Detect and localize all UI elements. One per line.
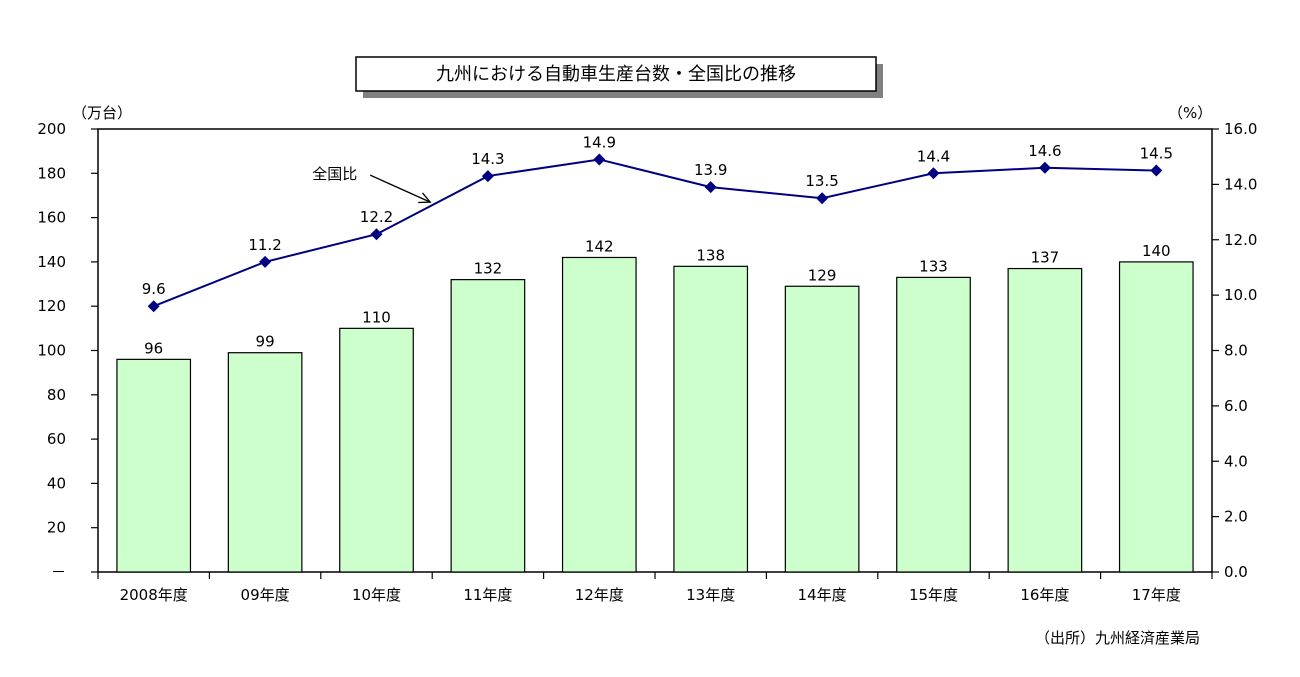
plot-area: － 20 40 60 80 100 120 140 160 180 200 0.0 2.0 4.0 6.0 8… [37, 120, 1257, 604]
x-axis-tick-label: 10年度 [352, 586, 401, 604]
ratio-point [704, 181, 717, 194]
x-axis-tick-label: 17年度 [1132, 586, 1181, 604]
ratio-value-label: 14.3 [471, 150, 504, 168]
bar [116, 358, 192, 573]
left-axis-tick-label: 160 [37, 209, 66, 227]
x-axis-tick-label: 14年度 [798, 586, 847, 604]
x-axis-tick-label: 12年度 [575, 586, 624, 604]
source-note: （出所）九州経済産業局 [1035, 629, 1200, 647]
ratio-value-label: 14.9 [583, 133, 616, 151]
ratio-value-label: 14.5 [1140, 145, 1173, 163]
left-axis-unit: （万台） [72, 104, 132, 122]
bar-value-label: 99 [256, 333, 275, 351]
ratio-point [927, 167, 940, 180]
right-axis-tick-label: 14.0 [1224, 175, 1257, 193]
left-axis-tick-label: 140 [37, 253, 66, 271]
right-axis-tick-label: 2.0 [1224, 508, 1248, 526]
left-axis-tick-label: 100 [37, 342, 66, 360]
chart-title-box: 九州における自動車生産台数・全国比の推移 [355, 56, 883, 98]
ratio-value-label: 14.4 [917, 147, 950, 165]
left-axis-tick-label: 40 [47, 474, 66, 492]
left-axis-tick-label: 120 [37, 297, 66, 315]
bar [339, 327, 414, 573]
right-axis-tick-label: 10.0 [1224, 286, 1257, 304]
ratio-point [259, 255, 272, 268]
x-axis-tick-label: 2008年度 [120, 586, 188, 604]
x-axis-tick-label: 15年度 [909, 586, 958, 604]
ratio-value-label: 12.2 [360, 208, 393, 226]
x-axis-tick-label: 13年度 [686, 586, 735, 604]
ratio-value-label: 11.2 [248, 236, 281, 254]
ratio-line [153, 158, 1157, 308]
bar-value-label: 132 [474, 260, 503, 278]
bar [784, 285, 860, 573]
bar-value-label: 140 [1142, 242, 1171, 260]
x-axis-tick-label: 16年度 [1020, 586, 1069, 604]
bar-value-label: 133 [919, 257, 948, 275]
right-axis-tick-label: 16.0 [1224, 120, 1257, 138]
ratio-point [147, 300, 160, 313]
bar [450, 279, 526, 573]
ratio-value-label: 13.9 [694, 161, 727, 179]
left-axis-tick-label: － [51, 563, 66, 581]
ratio-point [370, 228, 383, 241]
right-axis-tick-label: 0.0 [1224, 563, 1248, 581]
left-axis-tick-label: 60 [47, 430, 66, 448]
bar [561, 256, 637, 573]
x-axis-tick-label: 09年度 [241, 586, 290, 604]
bar-value-label: 137 [1031, 249, 1060, 267]
ratio-point [816, 192, 829, 205]
left-axis-tick-label: 200 [37, 120, 66, 138]
right-axis-tick-label: 6.0 [1224, 397, 1248, 415]
left-axis-tick-label: 180 [37, 164, 66, 182]
title-frame [355, 56, 877, 92]
bar [896, 276, 971, 573]
bar-value-label: 138 [696, 246, 725, 264]
left-axis-tick-label: 20 [47, 519, 66, 537]
ratio-value-label: 9.6 [142, 280, 166, 298]
bar-value-label: 142 [585, 237, 614, 255]
ratio-value-label: 13.5 [805, 172, 838, 190]
ratio-point [593, 153, 606, 166]
bar [1118, 261, 1194, 573]
bar [673, 265, 749, 573]
left-axis-tick-label: 80 [47, 386, 66, 404]
annotation-label: 全国比 [312, 165, 357, 183]
bar-value-label: 110 [362, 308, 391, 326]
annotation-arrow-head [418, 192, 432, 204]
bar-value-label: 96 [144, 339, 163, 357]
ratio-point [1150, 164, 1163, 177]
annotation-arrow-line [369, 174, 431, 203]
bar [1007, 267, 1083, 573]
ratio-value-label: 14.6 [1028, 142, 1061, 160]
chart-title: 九州における自動車生産台数・全国比の推移 [436, 64, 796, 85]
ratio-point [1038, 161, 1051, 174]
x-axis-tick-label: 11年度 [463, 586, 512, 604]
right-axis-unit: （%） [1168, 104, 1212, 122]
right-axis-tick-label: 12.0 [1224, 231, 1257, 249]
right-axis-tick-label: 8.0 [1224, 342, 1248, 360]
bar-value-label: 129 [808, 266, 837, 284]
right-axis-tick-label: 4.0 [1224, 452, 1248, 470]
ratio-point [481, 170, 494, 183]
bar [227, 352, 303, 573]
